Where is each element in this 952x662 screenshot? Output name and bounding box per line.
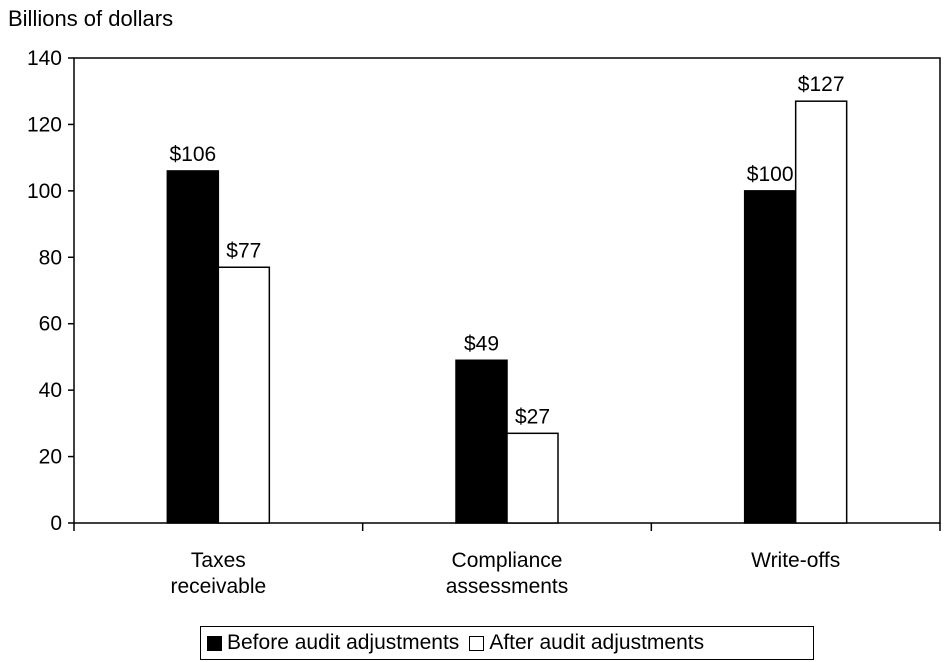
- data-label: $27: [515, 405, 550, 428]
- y-tick-label: 20: [39, 446, 62, 469]
- legend-label-after: After audit adjustments: [489, 631, 705, 654]
- legend-item-after: After audit adjustments: [459, 631, 704, 655]
- legend-label-before: Before audit adjustments: [227, 631, 460, 654]
- bar: [455, 359, 508, 524]
- bar: [506, 432, 559, 524]
- y-axis-title: Billions of dollars: [8, 6, 174, 31]
- legend: Before audit adjustments After audit adj…: [200, 626, 814, 660]
- bar: [217, 266, 271, 524]
- data-label: $127: [798, 73, 845, 96]
- data-label: $100: [747, 163, 794, 186]
- bar: [166, 170, 220, 524]
- bar: [794, 100, 848, 524]
- x-tick-label: assessments: [446, 575, 569, 598]
- y-tick-label: 0: [50, 512, 62, 535]
- y-tick-label: 140: [27, 47, 62, 70]
- y-tick-label: 100: [27, 180, 62, 203]
- y-tick-label: 120: [27, 113, 62, 136]
- x-tick-label: Taxes: [191, 549, 246, 572]
- bar: [743, 190, 797, 524]
- data-label: $77: [226, 239, 261, 262]
- legend-swatch-after: [469, 635, 485, 651]
- y-tick-label: 40: [39, 379, 62, 402]
- legend-item-before: Before audit adjustments: [201, 631, 459, 655]
- data-label: $106: [169, 143, 216, 166]
- y-tick-label: 60: [39, 313, 62, 336]
- legend-swatch-before: [207, 635, 222, 651]
- data-label: $49: [464, 332, 499, 355]
- x-tick-label: receivable: [170, 575, 266, 598]
- y-tick-label: 80: [39, 246, 62, 269]
- x-tick-label: Compliance: [452, 549, 563, 572]
- x-tick-label: Write-offs: [751, 549, 840, 572]
